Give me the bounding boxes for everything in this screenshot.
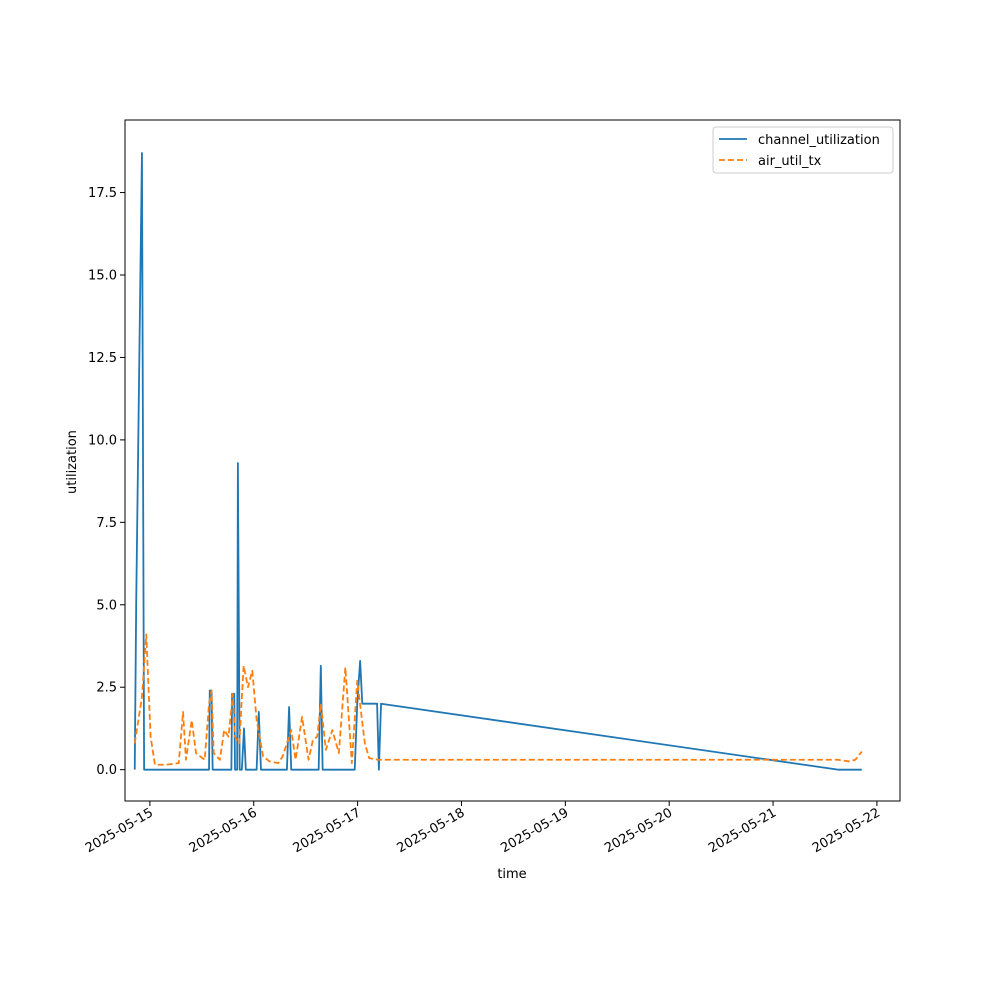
y-tick-label: 10.0 (88, 433, 117, 448)
legend: channel_utilization air_util_tx (712, 126, 894, 174)
legend-label-air-util-tx: air_util_tx (758, 154, 822, 169)
y-tick-label: 17.5 (88, 186, 117, 201)
y-tick-label: 12.5 (88, 351, 117, 366)
legend-label-channel-utilization: channel_utilization (758, 133, 880, 148)
y-tick-label: 7.5 (96, 516, 117, 531)
y-axis: 0.0 2.5 5.0 7.5 10.0 12.5 15.0 17.5 (88, 186, 125, 778)
x-axis-label: time (497, 867, 526, 882)
plot-area-frame (124, 119, 901, 802)
series-line-air-util-tx (133, 633, 863, 766)
y-tick-label: 0.0 (96, 763, 117, 778)
plot-lines (133, 152, 863, 771)
y-tick-label: 2.5 (96, 681, 117, 696)
legend-box (712, 126, 894, 174)
y-tick-label: 5.0 (96, 598, 117, 613)
y-axis-label: utilization (65, 430, 80, 494)
y-tick-label: 15.0 (88, 268, 117, 283)
